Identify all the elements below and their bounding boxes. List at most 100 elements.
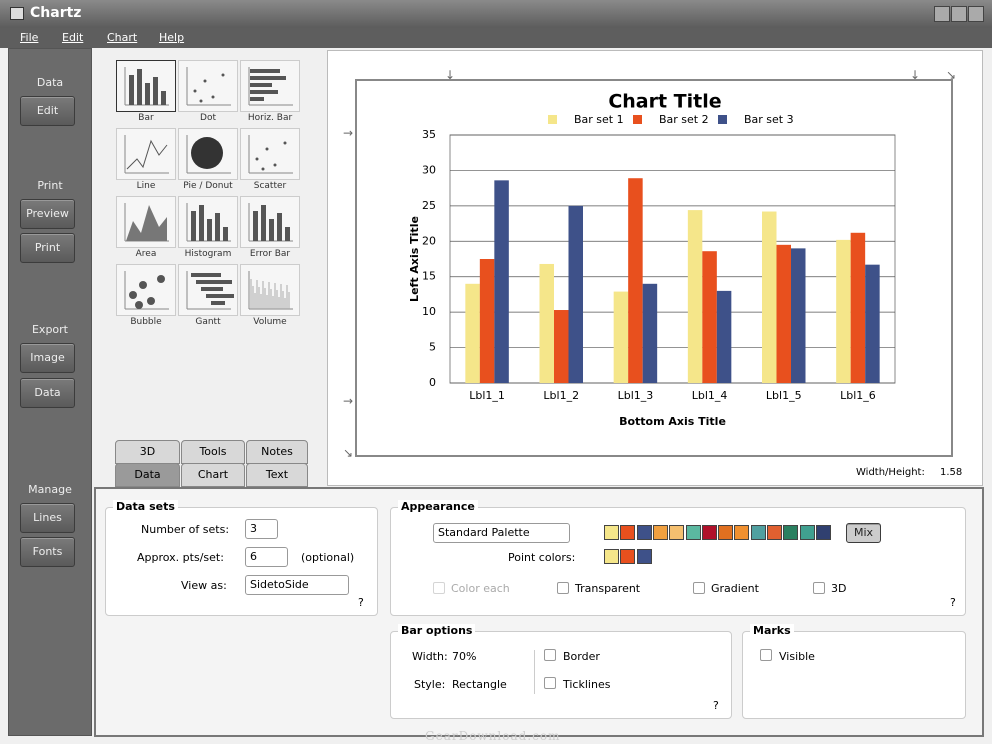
checkbox[interactable]: [813, 582, 825, 594]
dropdown[interactable]: SidetoSide: [245, 575, 349, 595]
sidebar-button[interactable]: Edit: [20, 96, 75, 126]
chart-type-icon[interactable]: [178, 196, 238, 248]
palette-swatch[interactable]: [685, 525, 701, 540]
sidebar-button[interactable]: Data: [20, 378, 75, 408]
x-tick-label: Lbl1_4: [692, 389, 728, 402]
palette-swatch[interactable]: [718, 525, 734, 540]
point-swatch[interactable]: [636, 549, 652, 564]
checkbox[interactable]: [433, 582, 445, 594]
menu-item[interactable]: Chart: [107, 31, 138, 44]
menu-item[interactable]: Help: [159, 31, 185, 44]
palette-swatch[interactable]: [636, 525, 652, 540]
checkbox[interactable]: [760, 649, 772, 661]
tab[interactable]: Notes: [246, 440, 308, 464]
help[interactable]: ?: [950, 596, 956, 609]
palette-swatch[interactable]: [799, 525, 815, 540]
checkbox[interactable]: [693, 582, 705, 594]
chart-type-icon[interactable]: [240, 196, 300, 248]
palette-swatch[interactable]: [604, 525, 619, 540]
icon-bar: [201, 287, 223, 291]
icon-bar: [191, 211, 196, 241]
checkbox[interactable]: [557, 582, 569, 594]
icon-bar: [137, 69, 142, 105]
bar: [642, 283, 658, 383]
menu-item[interactable]: File: [20, 31, 39, 44]
dropdown[interactable]: 70%: [452, 650, 477, 663]
chart-type-icon[interactable]: [240, 60, 300, 112]
resize-arrow: ↓: [445, 68, 456, 82]
legend-swatch: [548, 115, 557, 124]
title-bar: [0, 0, 992, 28]
label: Style:: [414, 678, 446, 691]
bar: [850, 232, 866, 383]
point-swatch[interactable]: [604, 549, 619, 564]
chart-type-icon[interactable]: [116, 264, 176, 316]
tab[interactable]: Tools: [181, 440, 245, 464]
help[interactable]: ?: [358, 596, 364, 609]
sidebar-button[interactable]: Image: [20, 343, 75, 373]
palette-swatch[interactable]: [783, 525, 799, 540]
icon-bar: [250, 97, 264, 101]
chart-type-icon[interactable]: [240, 128, 300, 180]
bar: [628, 178, 643, 383]
icon-dot: [283, 141, 287, 145]
checkbox-label: Color each: [451, 582, 510, 595]
minimize-button[interactable]: [934, 6, 950, 22]
icon-bar: [207, 219, 212, 241]
chart-type-label: Bar: [138, 113, 154, 123]
sidebar-button[interactable]: Lines: [20, 503, 75, 533]
palette-swatch[interactable]: [701, 525, 717, 540]
chart-type-icon[interactable]: [178, 264, 238, 316]
menu-item[interactable]: Edit: [62, 31, 84, 44]
chart-type-icon[interactable]: [240, 264, 300, 316]
tab[interactable]: Data: [115, 463, 180, 487]
palette-swatch[interactable]: [652, 525, 668, 540]
icon-bar: [261, 205, 266, 241]
chart-type-icon[interactable]: [178, 60, 238, 112]
dropdown[interactable]: Rectangle: [452, 678, 507, 691]
y-tick-label: 25: [422, 199, 436, 212]
chart-type-label: Horiz. Bar: [247, 113, 293, 123]
tab[interactable]: 3D: [115, 440, 180, 464]
palette-swatch[interactable]: [767, 525, 782, 540]
palette-swatch[interactable]: [620, 525, 636, 540]
note: (optional): [301, 551, 355, 564]
tab[interactable]: Chart: [181, 463, 245, 487]
icon-drawing: [248, 67, 293, 106]
help[interactable]: ?: [713, 699, 719, 712]
bar: [762, 211, 777, 383]
sidebar-heading: Print: [37, 179, 63, 192]
icon-drawing: [248, 135, 293, 174]
checkbox[interactable]: [544, 649, 556, 661]
spin-field[interactable]: 6: [245, 547, 288, 567]
chart-type-icon[interactable]: [116, 60, 176, 112]
sidebar-button[interactable]: Preview: [20, 199, 75, 229]
palette-swatch[interactable]: [815, 525, 831, 540]
mix-button[interactable]: Mix: [846, 523, 881, 543]
close-button[interactable]: [968, 6, 984, 22]
chart-type-icon[interactable]: [178, 128, 238, 180]
chart-type-icon[interactable]: [116, 196, 176, 248]
sidebar-button[interactable]: Fonts: [20, 537, 75, 567]
checkbox-label: Visible: [779, 650, 815, 663]
tab[interactable]: Text: [246, 463, 308, 487]
checkbox[interactable]: [544, 677, 556, 689]
dropdown[interactable]: Standard Palette: [433, 523, 570, 543]
icon-bar: [129, 75, 134, 105]
palette-swatch[interactable]: [750, 525, 766, 540]
sidebar-button[interactable]: Print: [20, 233, 75, 263]
maximize-button[interactable]: [951, 6, 967, 22]
icon-dot: [193, 89, 197, 93]
x-tick-label: Lbl1_6: [840, 389, 876, 402]
palette-swatch[interactable]: [669, 525, 685, 540]
resize-arrow: ↘: [946, 68, 957, 82]
chart-type-icon[interactable]: [116, 128, 176, 180]
label: View as:: [181, 579, 227, 592]
palette-swatch[interactable]: [734, 525, 750, 540]
spin-field[interactable]: 3: [245, 519, 278, 539]
y-tick-label: 0: [429, 376, 436, 389]
checkbox-label: Ticklines: [563, 678, 611, 691]
point-swatch[interactable]: [620, 549, 636, 564]
bar: [687, 210, 703, 383]
